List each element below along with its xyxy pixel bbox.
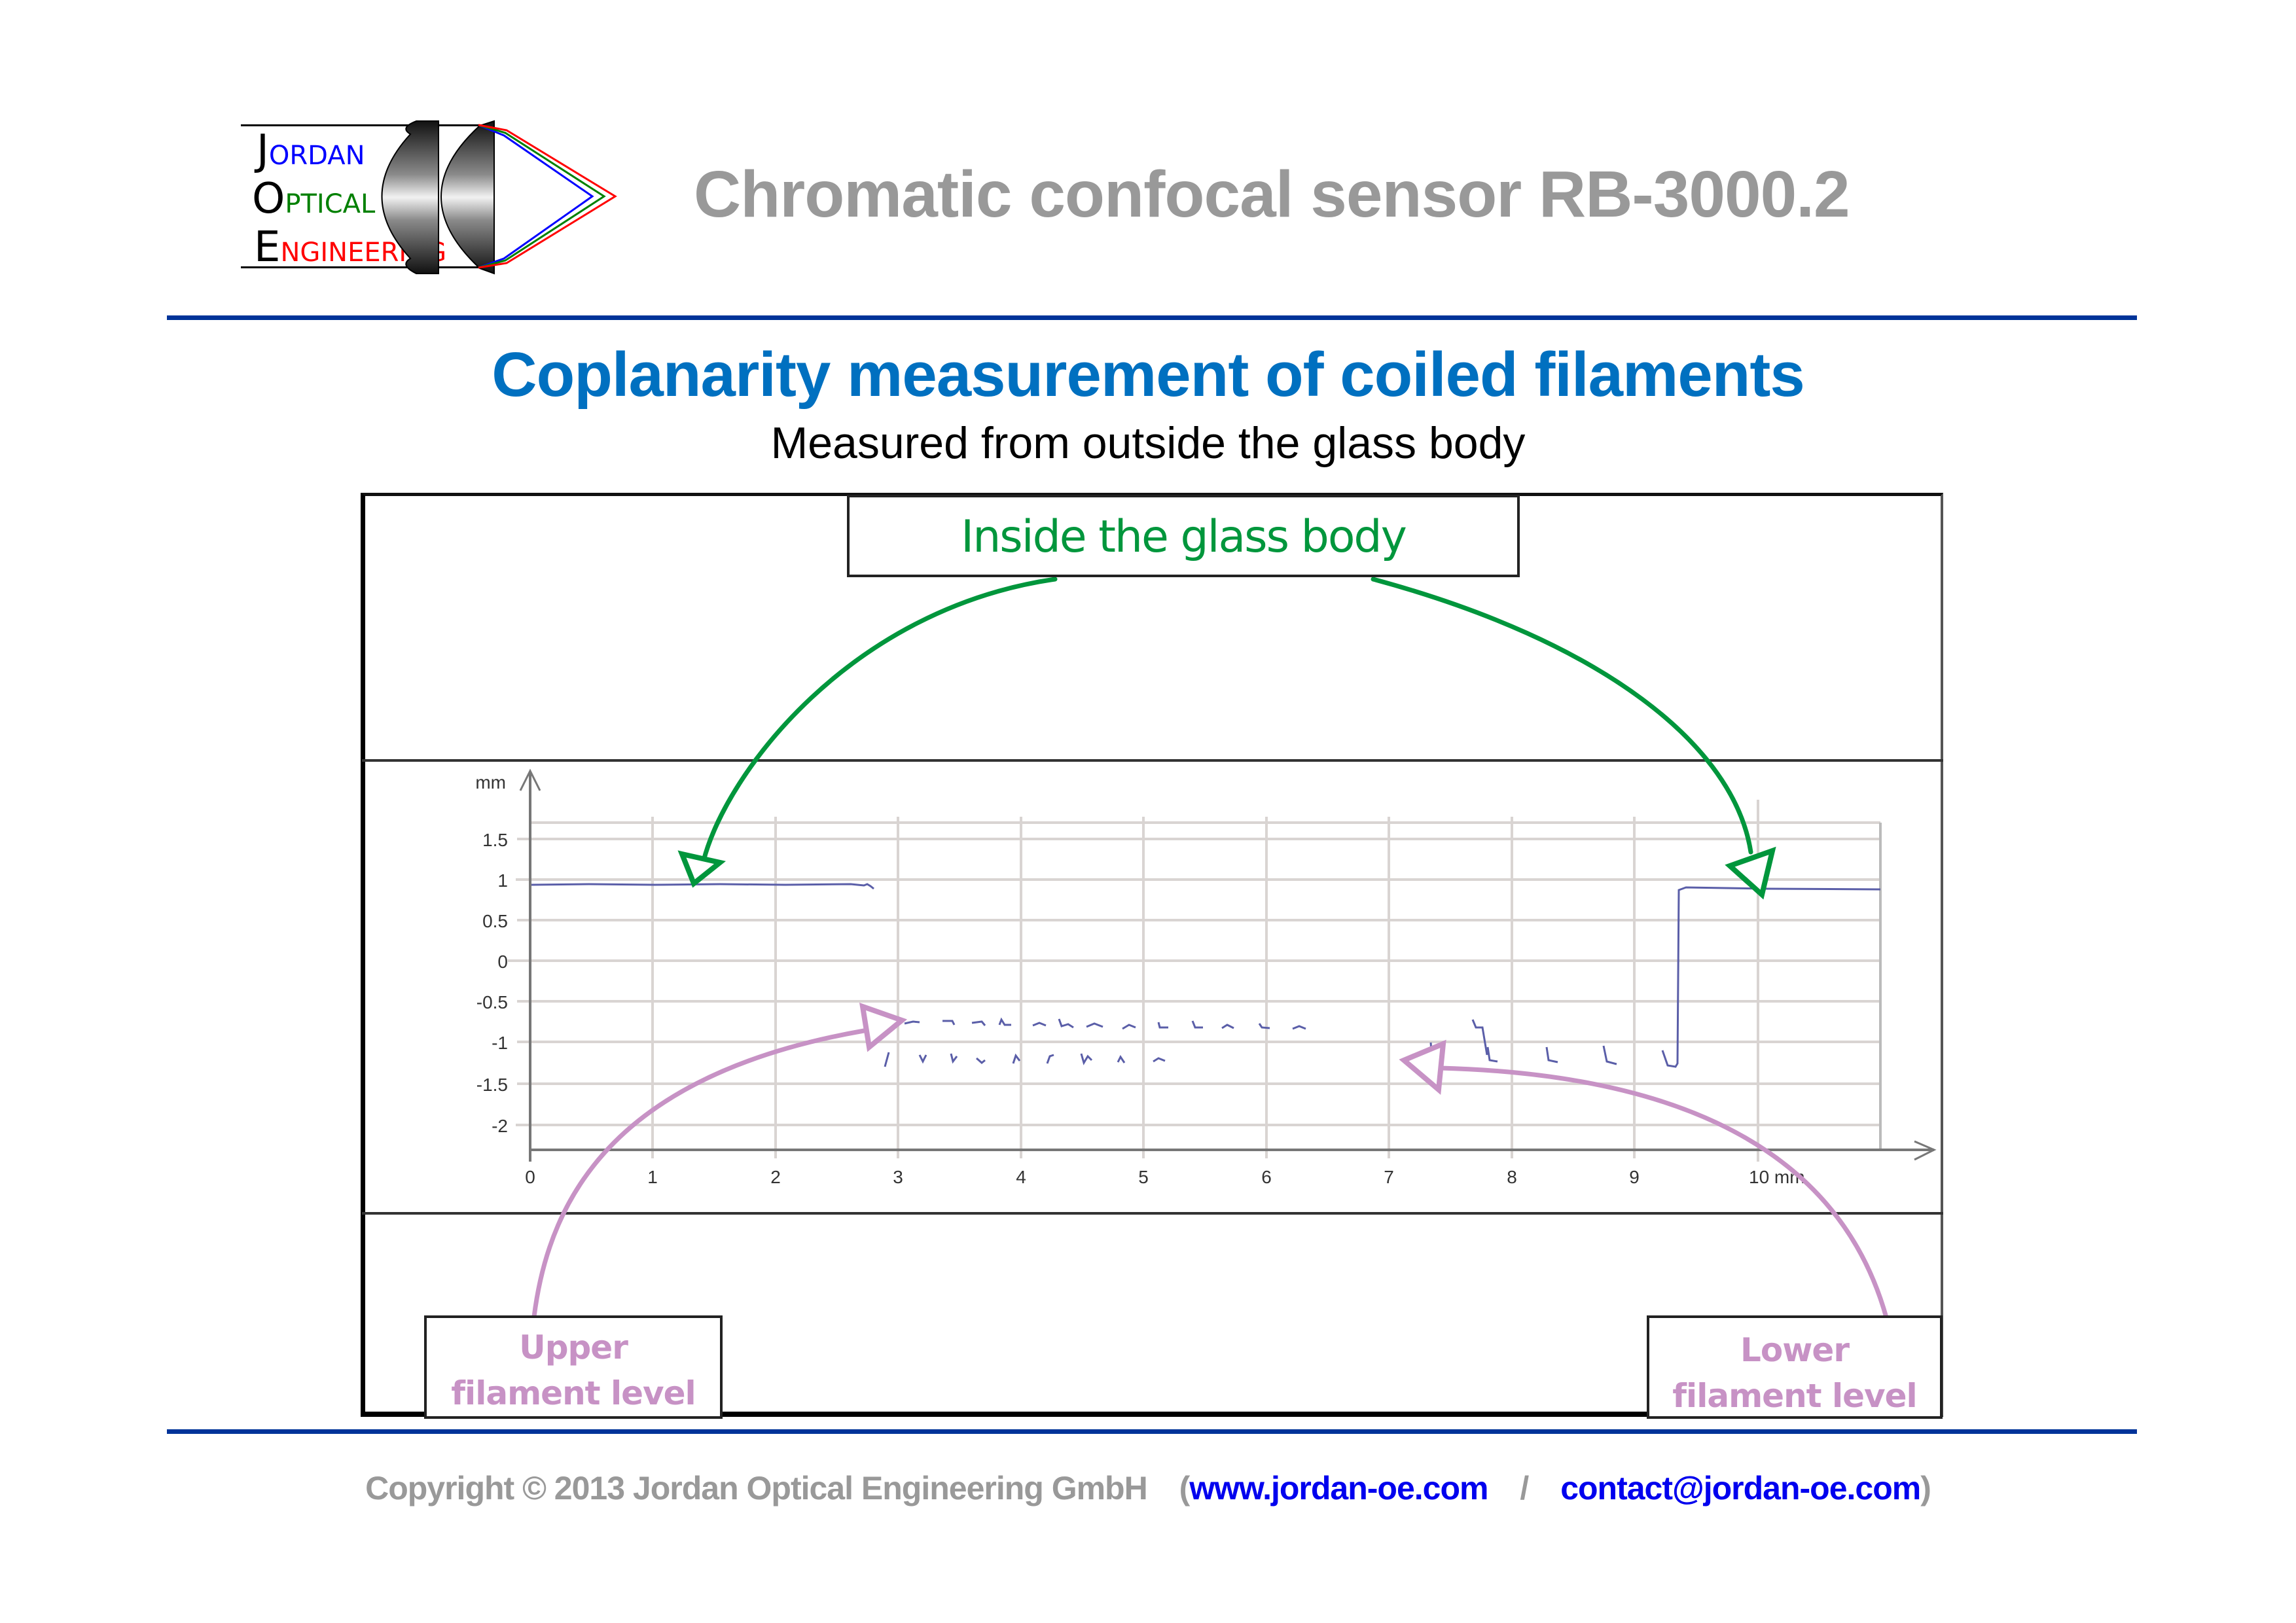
lower-filament-label: Lower filament level: [1647, 1315, 1943, 1419]
upper-filament-label: Upper filament level: [424, 1315, 723, 1419]
frame-separator-top: [362, 759, 1943, 762]
svg-text:7: 7: [1384, 1167, 1394, 1187]
footer-rule: [167, 1429, 2137, 1434]
inside-glass-text: Inside the glass body: [961, 511, 1407, 563]
paren-open: (: [1179, 1470, 1191, 1507]
y-axis-labels: mm 1.5 1 0.5 0 -0.5 -1 -1.5 -2: [475, 772, 508, 1136]
inside-glass-label: Inside the glass body: [847, 495, 1520, 577]
footer: Copyright © 2013 Jordan Optical Engineer…: [0, 1469, 2296, 1507]
svg-text:-2: -2: [492, 1116, 508, 1136]
svg-text:8: 8: [1507, 1167, 1517, 1187]
footer-separator: /: [1520, 1470, 1529, 1507]
paren-close: ): [1920, 1470, 1931, 1507]
copyright-text: Copyright © 2013 Jordan Optical Engineer…: [365, 1470, 1148, 1507]
svg-text:6: 6: [1261, 1167, 1272, 1187]
logo-word-optical: OPTICAL: [252, 178, 375, 220]
height-trace: [531, 883, 1881, 1068]
svg-text:9: 9: [1629, 1167, 1640, 1187]
logo-top-line: [241, 124, 490, 126]
svg-text:-1: -1: [492, 1033, 508, 1053]
logo-cap: E: [254, 223, 281, 272]
svg-text:10 mm: 10 mm: [1749, 1167, 1805, 1187]
header-rule: [167, 315, 2137, 320]
chart-axes: [519, 768, 1937, 1162]
logo-cap: O: [252, 175, 285, 223]
svg-text:0: 0: [525, 1167, 535, 1187]
slide-title: Coplanarity measurement of coiled filame…: [492, 340, 1805, 410]
slide-subtitle: Measured from outside the glass body: [770, 418, 1526, 468]
upper-label-line1: Upper: [519, 1329, 628, 1366]
lower-label-line2: filament level: [1672, 1377, 1917, 1415]
inside-glass-arrows: [677, 577, 1776, 900]
email-link[interactable]: contact@jordan-oe.com: [1560, 1470, 1921, 1507]
svg-text:1.5: 1.5: [482, 830, 508, 850]
svg-text:0: 0: [497, 952, 508, 972]
chart-grid: [508, 800, 1882, 1162]
header-title: Chromatic confocal sensor RB-3000.2: [694, 158, 1850, 231]
svg-text:3: 3: [893, 1167, 903, 1187]
svg-text:1: 1: [647, 1167, 658, 1187]
svg-text:2: 2: [770, 1167, 781, 1187]
upper-label-line2: filament level: [451, 1374, 696, 1412]
svg-text:-1.5: -1.5: [476, 1075, 508, 1095]
logo-word-jordan: JORDAN: [257, 130, 365, 171]
logo-rest: PTICAL: [285, 189, 376, 219]
svg-text:-0.5: -0.5: [476, 992, 508, 1012]
svg-text:0.5: 0.5: [482, 911, 508, 931]
website-link[interactable]: www.jordan-oe.com: [1189, 1470, 1488, 1507]
svg-text:mm: mm: [475, 772, 506, 793]
logo-rest: ORDAN: [268, 141, 365, 171]
svg-text:5: 5: [1138, 1167, 1149, 1187]
frame-separator-bottom: [362, 1212, 1943, 1215]
filament-level-arrows: [531, 1003, 1889, 1320]
figure-frame: [361, 493, 1943, 1417]
lower-label-line1: Lower: [1740, 1331, 1850, 1369]
svg-text:4: 4: [1016, 1167, 1026, 1187]
logo-bottom-line: [241, 266, 490, 268]
logo-cap: J: [257, 126, 269, 175]
svg-text:1: 1: [497, 870, 508, 891]
x-axis-labels: 0 1 2 3 4 5 6 7 8 9 10 mm: [525, 1167, 1804, 1187]
